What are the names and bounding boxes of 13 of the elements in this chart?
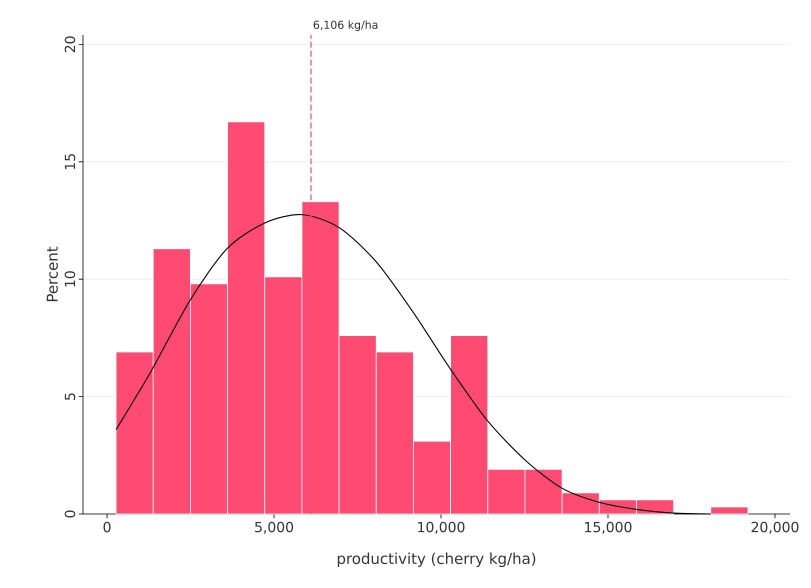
x-tick-label: 0: [104, 522, 111, 532]
y-tick-label: 10: [64, 271, 76, 287]
y-tick-label: 15: [64, 154, 76, 170]
x-tick-label: 15,000: [585, 522, 632, 534]
y-tick-label: 5: [64, 393, 76, 400]
x-tick-label: 20,000: [752, 522, 798, 534]
ref-line-label: 6,106 kg/ha: [314, 20, 378, 32]
x-tick-label: 5,000: [255, 522, 294, 534]
x-axis-title: productivity (cherry kg/ha): [338, 552, 536, 567]
y-tick-label: 20: [64, 36, 76, 52]
x-tick-label: 10,000: [418, 522, 464, 534]
y-axis-title: Percent: [46, 246, 58, 302]
y-tick-label: 0: [64, 510, 76, 518]
